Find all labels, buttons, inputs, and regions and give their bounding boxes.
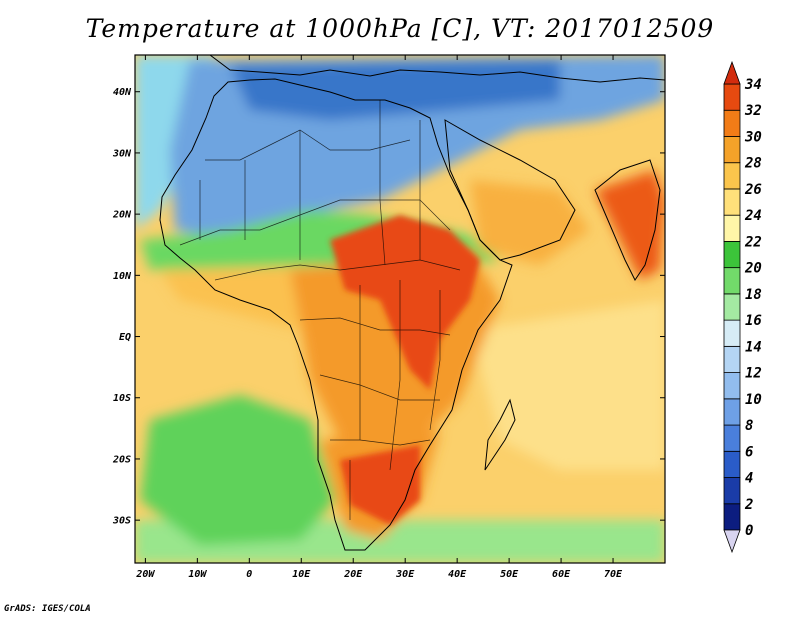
southern-africa-hot-region [340, 445, 420, 525]
colorbar-swatch [723, 188, 741, 216]
colorbar-label: 34 [744, 77, 762, 93]
colorbar-label: 12 [745, 366, 762, 382]
colorbar-swatch [723, 477, 741, 505]
lat-tick-label: 10N [113, 271, 132, 282]
border-line [299, 317, 451, 336]
border-line [330, 439, 431, 446]
lon-tick-label: 50E [500, 569, 519, 580]
border-line [429, 290, 441, 431]
coastlines [159, 55, 665, 551]
arabia-region [470, 180, 590, 265]
plot-frame [134, 54, 666, 564]
lon-tick-label: 20W [135, 569, 155, 580]
colorbar-bottom-arrow [723, 529, 741, 554]
colorbar-label: 28 [744, 156, 762, 172]
colorbar-label: 10 [745, 392, 762, 408]
lon-tick-label: 10W [188, 569, 207, 580]
colorbar-label: 8 [745, 418, 753, 434]
colorbar-label: 24 [744, 208, 762, 224]
colorbar-label: 2 [744, 497, 753, 513]
border-line [379, 100, 386, 266]
latitude-labels: 40N 30N 20N 10N EQ 10S 20S 30S [112, 87, 132, 526]
border-line [389, 280, 401, 471]
arabia-coastline [444, 119, 576, 261]
colorbar-label: 32 [744, 103, 762, 119]
colorbar-swatch [723, 136, 741, 164]
africa-coastline [159, 78, 513, 551]
colorbar-swatch [723, 241, 741, 269]
colorbar-swatch [723, 372, 741, 400]
colorbar-swatch [723, 450, 741, 478]
colorbar-swatch [723, 109, 741, 137]
map-title: Temperature at 1000hPa [C], VT: 20170125… [85, 14, 715, 43]
colorbar-top-arrow [723, 60, 741, 85]
colorbar-label: 4 [745, 471, 753, 487]
indian-ocean-region [470, 300, 665, 470]
lon-tick-label: 40E [448, 569, 467, 580]
lon-tick-label: 70E [604, 569, 623, 580]
lat-tick-label: 40N [113, 87, 132, 98]
axis-ticks [135, 55, 665, 563]
india-region [595, 170, 665, 280]
west-africa-region [160, 265, 330, 330]
lon-tick-label: 0 [246, 569, 252, 580]
lat-tick-label: 30S [112, 516, 131, 527]
europe-coastline [209, 55, 665, 83]
lon-tick-label: 10E [292, 569, 311, 580]
colorbar-label: 26 [744, 182, 762, 198]
lon-tick-label: 60E [552, 569, 571, 580]
south-atlantic-cool-region [140, 395, 335, 545]
colorbar-label: 30 [744, 129, 762, 145]
colorbar-swatch [723, 503, 741, 531]
border-line [179, 199, 451, 246]
temperature-field [135, 55, 665, 563]
colorbar-swatch [723, 345, 741, 373]
border-line [319, 374, 440, 401]
colorbar-label: 16 [745, 313, 762, 329]
colorbar-label: 18 [745, 287, 762, 303]
colorbar-label: 22 [744, 234, 762, 250]
colorbar-swatch [723, 293, 741, 321]
longitude-labels: 20W 10W 0 10E 20E 30E 40E 50E 60E 70E [135, 569, 623, 580]
madagascar-coastline [484, 398, 516, 471]
lat-tick-label: 20S [112, 454, 131, 465]
lat-tick-label: 20N [112, 210, 132, 221]
lat-tick-label: 30N [112, 148, 132, 159]
lon-tick-label: 20E [343, 569, 363, 580]
colorbar-swatch [723, 267, 741, 295]
lon-tick-label: 30E [395, 569, 415, 580]
east-africa-hot-region [330, 215, 480, 390]
grads-credit: GrADS: IGES/COLA [4, 604, 91, 614]
colorbar-swatch [723, 319, 741, 347]
colorbar-label: 14 [745, 339, 762, 355]
colorbar-swatch [723, 83, 741, 111]
lat-tick-label: 10S [113, 393, 131, 404]
country-borders [179, 100, 461, 520]
colorbar-swatch [723, 162, 741, 190]
india-coastline [594, 159, 661, 281]
colorbar-swatch [723, 424, 741, 452]
colorbar-label: 20 [744, 261, 762, 277]
colorbar-swatch [723, 398, 741, 426]
colorbar-swatch [723, 214, 741, 242]
colorbar-label: 6 [745, 444, 753, 460]
colorbar-label: 0 [745, 523, 753, 539]
lat-tick-label: EQ [119, 332, 131, 343]
